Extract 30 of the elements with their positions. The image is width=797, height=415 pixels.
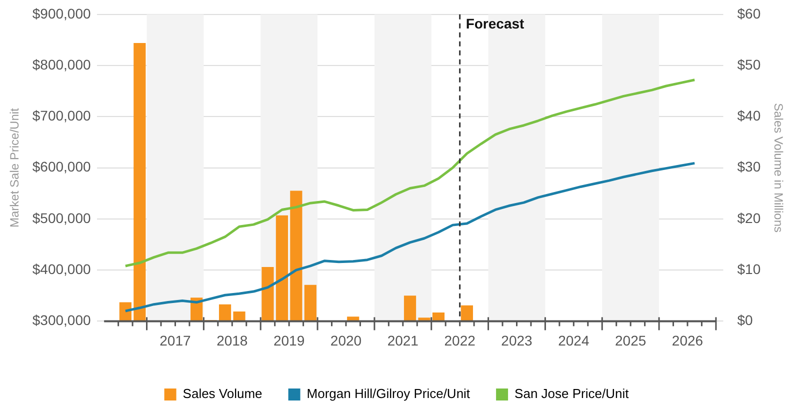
x-tick-label: 2025: [615, 332, 646, 348]
y2-tick-label: $30: [737, 158, 761, 175]
legend-label: Morgan Hill/Gilroy Price/Unit: [306, 386, 470, 402]
x-tick-label: 2019: [273, 332, 305, 348]
legend-label: San Jose Price/Unit: [514, 386, 630, 402]
legend-label: Sales Volume: [182, 386, 262, 402]
y2-tick-label: $60: [737, 5, 761, 22]
y2-tick-label: $20: [737, 210, 761, 226]
x-tick-label: 2026: [672, 332, 704, 348]
y-tick-label: $400,000: [32, 260, 91, 277]
y2-tick-label: $40: [737, 108, 761, 124]
x-tick-label: 2021: [387, 332, 419, 348]
y2-tick-label: $0: [737, 312, 754, 328]
y-axis-title: Market Sale Price/Unit: [8, 107, 22, 228]
y2-tick-label: $50: [737, 56, 761, 72]
y2-axis-title: Sales Volume in Millions: [771, 103, 786, 233]
y2-tick-label: $10: [737, 260, 761, 277]
x-tick-label: 2022: [444, 332, 476, 348]
x-tick-label: 2023: [501, 332, 533, 348]
y-tick-label: $800,000: [32, 56, 91, 72]
x-tick-label: 2018: [216, 332, 248, 348]
x-tick-label: 2024: [558, 332, 590, 348]
y-tick-label: $900,000: [32, 5, 91, 22]
y-tick-label: $600,000: [32, 158, 91, 175]
ref-line-label: Forecast: [466, 15, 525, 32]
x-tick-label: 2017: [160, 332, 192, 348]
x-tick-label: 2020: [330, 332, 362, 348]
y-tick-label: $700,000: [32, 108, 91, 124]
y-tick-label: $500,000: [32, 210, 91, 226]
y-tick-label: $300,000: [32, 312, 91, 328]
